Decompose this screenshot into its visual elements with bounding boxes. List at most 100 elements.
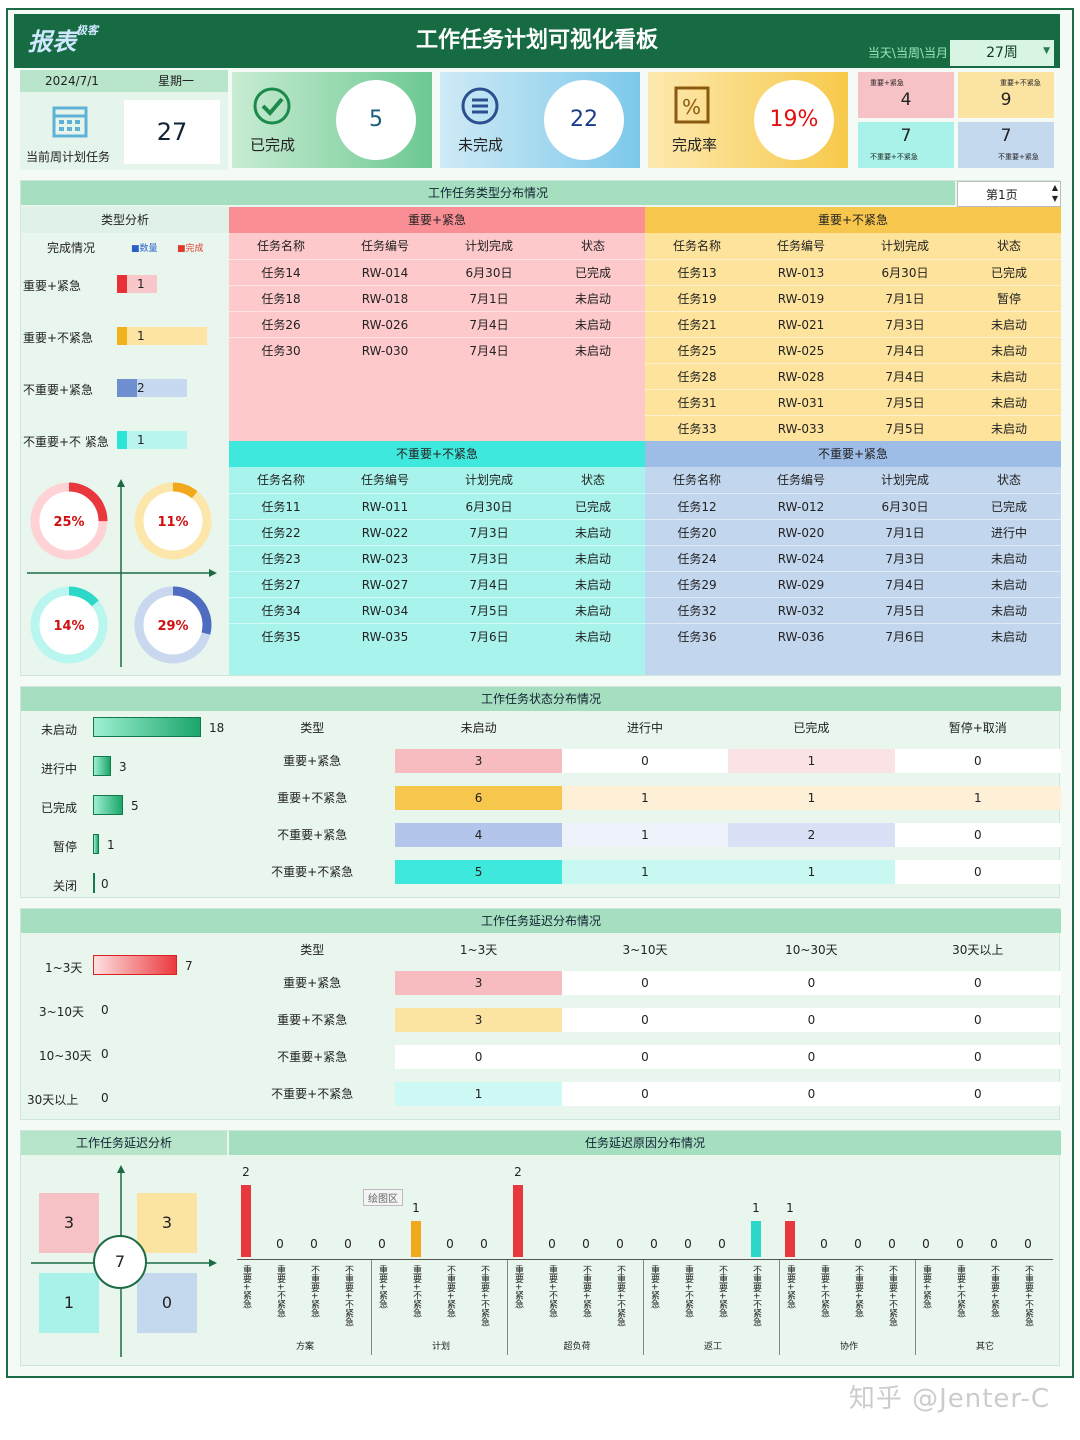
chart-tick-label: 重要+紧急 — [649, 1265, 659, 1309]
chart-data-label: 0 — [548, 1237, 556, 1251]
page-spinner[interactable]: 第1页 ▲ ▼ — [957, 181, 1061, 207]
table-cell: 任务11 — [229, 493, 333, 519]
table-cell: 暂停 — [957, 285, 1061, 311]
column-header: 1~3天 — [459, 943, 498, 957]
column-header: 任务编号 — [360, 473, 409, 487]
quadrant-axes: 25% 11% 14% 29% — [27, 479, 217, 667]
table-cell: RW-022 — [333, 519, 437, 545]
table-cell: 0 — [894, 971, 1061, 995]
type-bar-value: 1 — [137, 329, 145, 343]
type-bar-value: 1 — [137, 433, 145, 447]
column-header: 任务编号 — [776, 239, 825, 253]
delay-reason-title: 任务延迟原因分布情况 — [229, 1131, 1061, 1155]
status-bar-label: 未启动 — [41, 723, 78, 737]
quadrant-title: 重要+紧急 — [229, 207, 645, 233]
delay-section: 工作任务延迟分布情况 1~3天 7 3~10天 0 10~30天 0 30天以上 0 类型 1~… — [20, 908, 1061, 1120]
table-cell: 4 — [395, 823, 562, 847]
table-cell: 5 — [395, 860, 562, 884]
chart-tick-label: 不重要+紧急 — [989, 1265, 999, 1318]
table-cell: 1 — [561, 860, 729, 884]
row-label: 不重要+紧急 — [277, 1050, 348, 1064]
percent-icon: % — [674, 86, 710, 124]
table-cell: 未启动 — [541, 337, 645, 363]
type-bar-count — [117, 275, 157, 293]
chart-group-divider — [371, 1259, 372, 1355]
table-cell: 7月1日 — [853, 285, 957, 311]
chart-group-label: 协作 — [839, 1342, 858, 1352]
table-cell: 7月4日 — [437, 311, 541, 337]
delay-analysis-title: 工作任务延迟分析 — [21, 1131, 227, 1155]
table-cell: 1 — [561, 786, 729, 810]
table-cell: 任务32 — [645, 597, 749, 623]
table-cell: 7月3日 — [437, 545, 541, 571]
status-bar — [93, 795, 123, 815]
chart-bar — [411, 1221, 421, 1257]
mini-quadrant-4: 7 不重要+紧急 — [958, 122, 1054, 168]
column-header: 任务编号 — [776, 473, 825, 487]
kpi-value: 22 — [544, 80, 624, 160]
section-title: 工作任务延迟分布情况 — [21, 909, 1061, 933]
table-cell: RW-013 — [749, 259, 853, 285]
table-cell: 0 — [894, 823, 1061, 847]
chart-tick-label: 不重要+紧急 — [853, 1265, 863, 1318]
quadrant-title: 不重要+紧急 — [645, 441, 1061, 467]
table-cell: RW-035 — [333, 623, 437, 649]
table-cell: 7月1日 — [853, 519, 957, 545]
table-cell: 任务24 — [645, 545, 749, 571]
table-cell: RW-032 — [749, 597, 853, 623]
type-bar-value: 2 — [137, 381, 145, 395]
table-cell: 任务19 — [645, 285, 749, 311]
status-bar-value: 0 — [101, 877, 109, 891]
delay-bar-label: 10~30天 — [39, 1049, 92, 1063]
kpi-value: 5 — [336, 80, 416, 160]
completion-label: 完成情况 — [47, 241, 96, 255]
chart-data-label: 0 — [684, 1237, 692, 1251]
table-cell: RW-030 — [333, 337, 437, 363]
kpi-label: 未完成 — [458, 136, 504, 154]
column-header: 状态 — [996, 239, 1021, 253]
chart-data-label: 0 — [1024, 1237, 1032, 1251]
column-header: 已完成 — [793, 721, 830, 735]
table-cell: 7月5日 — [437, 597, 541, 623]
table-cell: 0 — [395, 1045, 562, 1069]
spinner-arrows-icon[interactable]: ▲ ▼ — [1051, 183, 1058, 203]
table-cell: 1 — [894, 786, 1061, 810]
table-cell: 7月4日 — [437, 571, 541, 597]
ring-label: 25% — [53, 515, 84, 530]
type-bar-value: 1 — [137, 277, 145, 291]
column-header: 类型 — [300, 943, 325, 957]
chart-tick-label: 不重要+不紧急 — [343, 1265, 353, 1327]
page-title: 工作任务计划可视化看板 — [415, 28, 658, 53]
column-header: 计划完成 — [464, 473, 513, 487]
column-header: 任务编号 — [360, 239, 409, 253]
table-cell: 未启动 — [957, 389, 1061, 415]
column-header: 任务名称 — [672, 239, 721, 253]
table-cell: RW-031 — [749, 389, 853, 415]
table-cell: 7月3日 — [437, 519, 541, 545]
chart-group-divider — [643, 1259, 644, 1355]
chart-tick-label: 不重要+不紧急 — [615, 1265, 625, 1327]
type-bar-label: 不重要+紧急 — [23, 383, 94, 397]
table-cell: 已完成 — [957, 493, 1061, 519]
column-header: 状态 — [580, 239, 605, 253]
week-select[interactable]: 27周 ▼ — [950, 40, 1054, 66]
type-bar-label: 重要+紧急 — [23, 279, 82, 293]
table-cell: RW-034 — [333, 597, 437, 623]
table-cell: 任务18 — [229, 285, 333, 311]
table-cell: 未启动 — [957, 415, 1061, 441]
chart-data-label: 0 — [718, 1237, 726, 1251]
chart-data-label: 0 — [446, 1237, 454, 1251]
delay-quad-2: 3 — [137, 1193, 197, 1253]
table-cell: 未启动 — [957, 363, 1061, 389]
chart-data-label: 0 — [650, 1237, 658, 1251]
chart-group-label: 其它 — [975, 1342, 994, 1352]
row-label: 不重要+紧急 — [277, 828, 348, 842]
table-cell: 7月6日 — [437, 623, 541, 649]
table-cell: 0 — [894, 1008, 1061, 1032]
chart-group-label: 计划 — [431, 1342, 450, 1352]
table-cell: 未启动 — [541, 597, 645, 623]
table-cell: RW-024 — [749, 545, 853, 571]
week-task-count: 27 — [124, 100, 220, 164]
table-cell: 0 — [561, 971, 729, 995]
delay-bar — [93, 955, 177, 975]
